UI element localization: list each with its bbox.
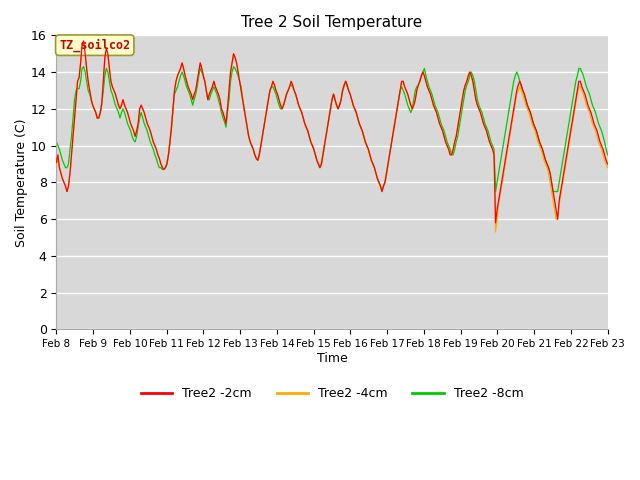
Tree2 -4cm — [205, 91, 213, 97]
Tree2 -4cm — [276, 102, 284, 108]
Tree2 -8cm — [205, 97, 213, 103]
Tree2 -2cm — [52, 159, 60, 165]
Tree2 -8cm — [171, 91, 179, 97]
Tree2 -8cm — [276, 106, 284, 112]
Tree2 -4cm — [52, 161, 60, 167]
Tree2 -2cm — [581, 91, 589, 97]
Tree2 -4cm — [492, 229, 499, 235]
Tree2 -8cm — [378, 189, 386, 194]
Tree2 -2cm — [274, 91, 282, 97]
Line: Tree2 -8cm: Tree2 -8cm — [56, 67, 607, 192]
Tree2 -4cm — [171, 87, 179, 93]
Tree2 -8cm — [581, 78, 589, 84]
Tree2 -2cm — [492, 220, 499, 226]
Tree2 -2cm — [205, 91, 213, 97]
Title: Tree 2 Soil Temperature: Tree 2 Soil Temperature — [241, 15, 422, 30]
Tree2 -4cm — [274, 91, 282, 97]
Tree2 -4cm — [528, 120, 536, 126]
Tree2 -8cm — [604, 152, 611, 157]
Legend: Tree2 -2cm, Tree2 -4cm, Tree2 -8cm: Tree2 -2cm, Tree2 -4cm, Tree2 -8cm — [136, 383, 529, 406]
Tree2 -4cm — [80, 38, 88, 44]
Tree2 -8cm — [80, 64, 88, 70]
Tree2 -8cm — [274, 97, 282, 103]
Line: Tree2 -4cm: Tree2 -4cm — [56, 41, 607, 232]
Tree2 -4cm — [581, 97, 589, 103]
Tree2 -2cm — [604, 161, 611, 167]
Tree2 -8cm — [528, 115, 536, 121]
Tree2 -8cm — [52, 139, 60, 145]
Text: TZ_soilco2: TZ_soilco2 — [59, 38, 131, 52]
Tree2 -2cm — [528, 115, 536, 121]
Tree2 -4cm — [604, 165, 611, 170]
Tree2 -2cm — [171, 87, 179, 93]
Y-axis label: Soil Temperature (C): Soil Temperature (C) — [15, 118, 28, 247]
Tree2 -2cm — [276, 102, 284, 108]
Line: Tree2 -2cm: Tree2 -2cm — [56, 41, 607, 223]
X-axis label: Time: Time — [317, 352, 348, 365]
Tree2 -2cm — [80, 38, 88, 44]
